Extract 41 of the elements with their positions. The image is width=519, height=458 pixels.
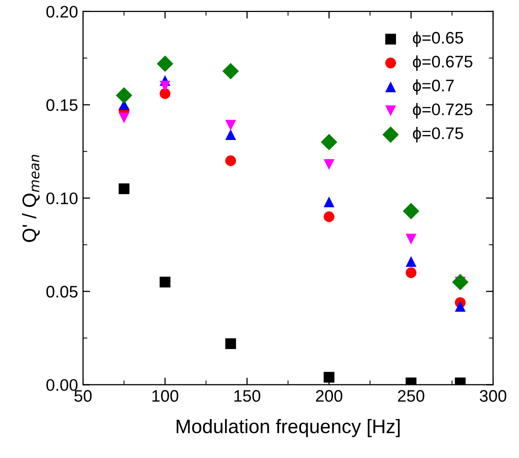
point xyxy=(160,88,170,99)
point xyxy=(225,129,236,140)
point xyxy=(324,196,334,208)
y-axis-title: Q' / Q$_{mean}$ xyxy=(22,154,40,242)
point xyxy=(324,159,334,170)
point xyxy=(225,338,236,350)
y-tick-label: 0.10 xyxy=(46,192,78,204)
point xyxy=(160,276,170,288)
point xyxy=(402,202,420,220)
point xyxy=(156,55,174,72)
point xyxy=(160,80,170,92)
x-tick-label: 50 xyxy=(74,390,92,402)
point xyxy=(324,211,334,222)
point xyxy=(320,134,338,150)
point xyxy=(225,155,236,166)
y-tick-label: 0.15 xyxy=(46,99,78,111)
legend-label: ϕ=0.7 xyxy=(412,79,454,95)
legend-label: ϕ=0.675 xyxy=(412,55,472,71)
point xyxy=(118,183,130,194)
x-tick-label: 100 xyxy=(152,390,178,402)
x-tick-label: 200 xyxy=(316,390,342,402)
point xyxy=(454,300,466,312)
legend-label: ϕ=0.725 xyxy=(412,103,472,119)
point xyxy=(225,120,236,131)
x-tick-label: 300 xyxy=(480,390,506,402)
point xyxy=(116,87,132,104)
y-tick-label: 0.20 xyxy=(46,6,78,18)
point xyxy=(406,256,416,267)
x-tick-label: 150 xyxy=(234,390,260,402)
point xyxy=(118,112,130,124)
legend-label: ϕ=0.65 xyxy=(412,31,464,47)
point xyxy=(324,372,334,383)
legend-label: ϕ=0.75 xyxy=(412,126,464,142)
point xyxy=(406,234,416,245)
y-tick-label: 0.00 xyxy=(46,379,78,391)
point xyxy=(452,274,468,290)
x-axis-title: Modulation frequency [Hz] xyxy=(176,419,400,438)
y-tick-label: 0.05 xyxy=(46,286,78,298)
point xyxy=(222,62,239,80)
point xyxy=(406,267,416,278)
x-tick-label: 250 xyxy=(398,390,424,402)
